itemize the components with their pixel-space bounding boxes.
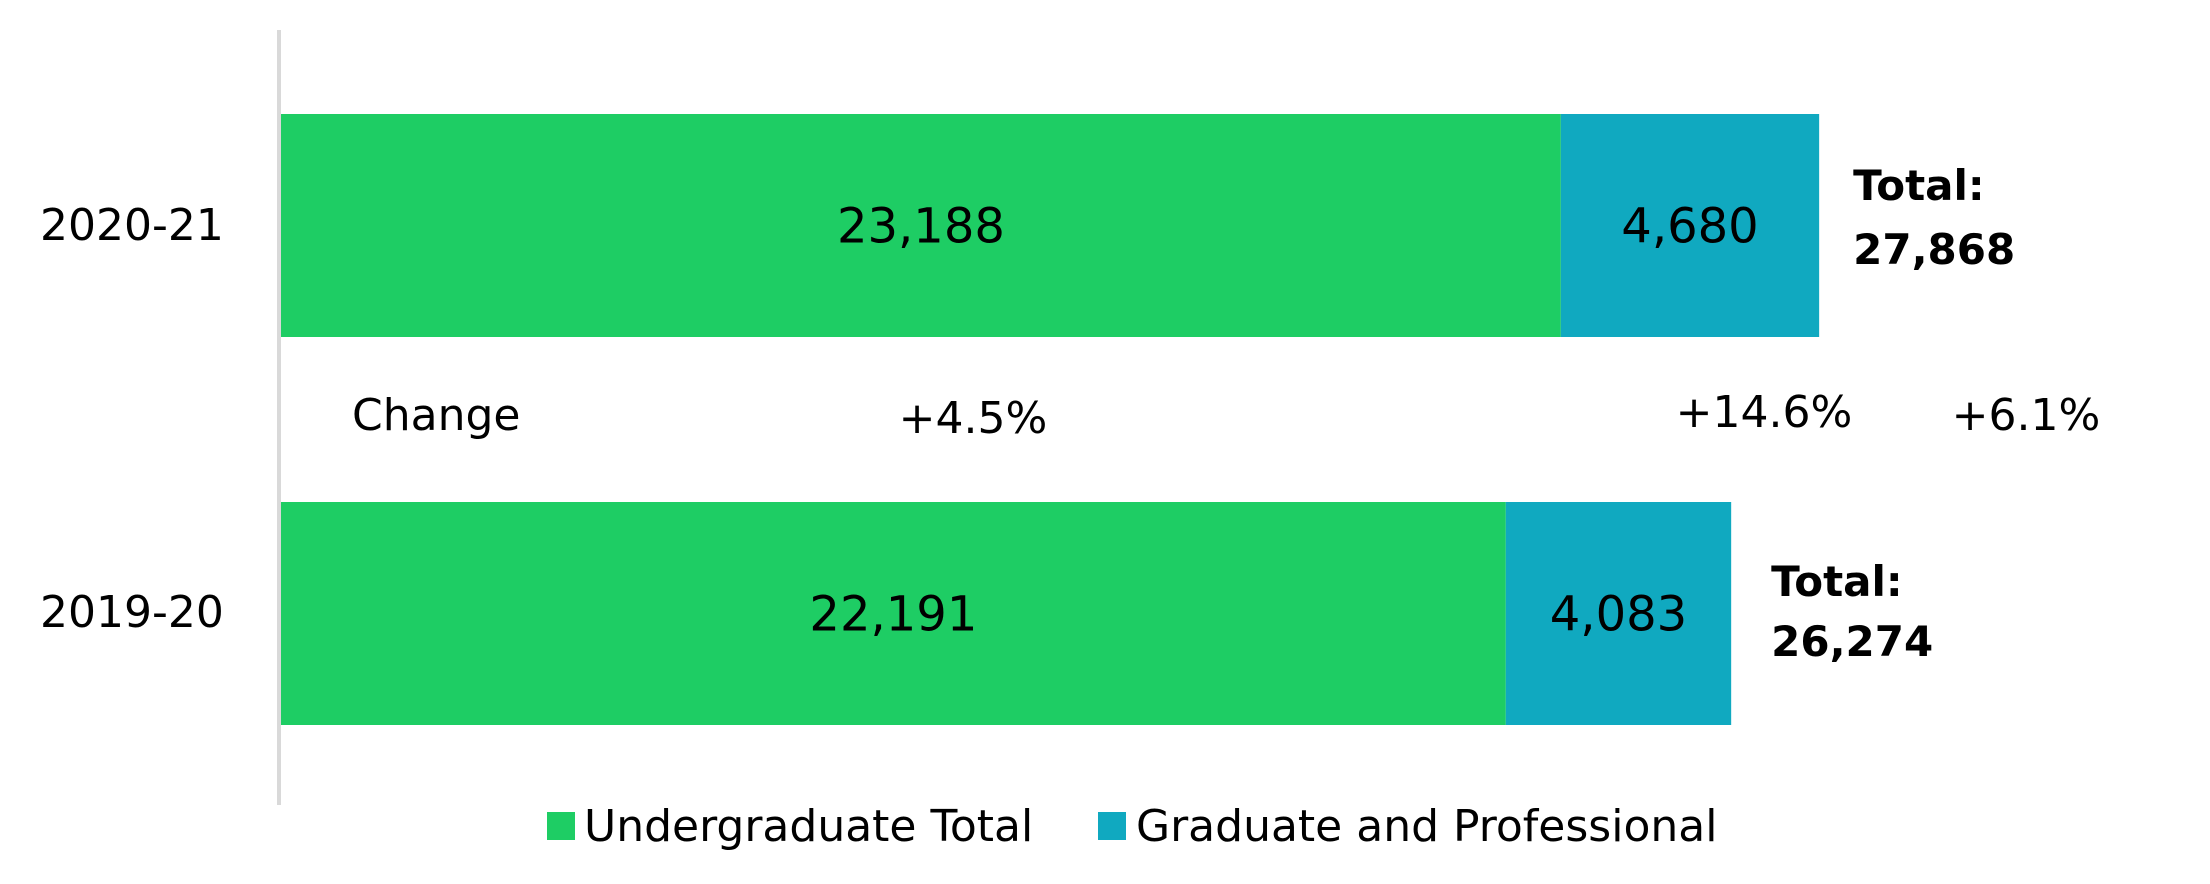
data-label-2019-20-graduate: 4,083 — [1550, 587, 1687, 643]
bar-2019-20-graduate — [1505, 502, 1732, 725]
data-label-2020-21-undergraduate: 23,188 — [837, 199, 1005, 255]
change-undergraduate: +4.5% — [899, 393, 1048, 444]
data-label-2020-21-graduate: 4,680 — [1621, 199, 1758, 255]
change-label: Change — [352, 390, 520, 441]
data-label-2019-20-undergraduate: 22,191 — [809, 587, 977, 643]
change-graduate: +14.6% — [1676, 387, 1853, 438]
category-label-2020-21: 2020-21 — [40, 200, 224, 251]
total-value-2019-20: 26,274 — [1771, 617, 1933, 666]
total-prefix-2020-21: Total: — [1853, 161, 1985, 210]
bar-2019-20-undergraduate — [281, 502, 1506, 725]
category-label-2019-20: 2019-20 — [40, 587, 224, 638]
change-total: +6.1% — [1952, 390, 2101, 441]
bar-2020-21-graduate — [1560, 114, 1820, 337]
legend-label-graduate: Graduate and Professional — [1136, 801, 1717, 852]
legend-label-undergraduate: Undergraduate Total — [584, 801, 1033, 852]
legend-swatch-graduate — [1098, 812, 1126, 840]
total-value-2020-21: 27,868 — [1853, 225, 2015, 274]
legend-swatch-undergraduate — [547, 812, 575, 840]
bar-2020-21-undergraduate — [281, 114, 1561, 337]
total-prefix-2019-20: Total: — [1771, 557, 1903, 606]
